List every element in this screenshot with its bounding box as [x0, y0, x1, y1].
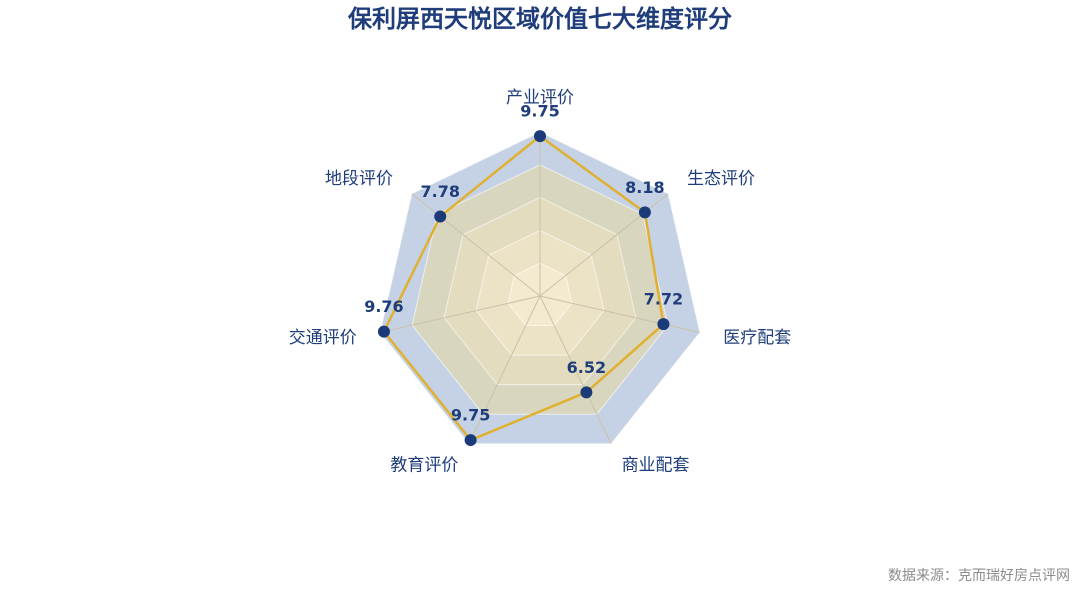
- axis-line: [468, 295, 541, 444]
- data-point: [464, 434, 477, 447]
- axis-label: 商业配套: [622, 455, 690, 475]
- axis-label: 教育评价: [390, 455, 458, 475]
- value-label: 7.72: [644, 290, 683, 309]
- axis-label: 生态评价: [687, 169, 755, 189]
- axis-line: [539, 295, 612, 444]
- value-label: 9.75: [520, 102, 559, 121]
- data-point: [580, 386, 593, 399]
- source-note: 数据来源：克而瑞好房点评网: [888, 568, 1070, 584]
- data-point: [434, 210, 447, 223]
- value-label: 7.78: [421, 182, 460, 201]
- value-label: 9.76: [364, 297, 403, 316]
- axis-line: [539, 295, 700, 333]
- axis-label: 地段评价: [325, 169, 393, 189]
- axis-label: 产业评价: [506, 88, 574, 108]
- chart-title: 保利屏西天悦区域价值七大维度评分: [347, 5, 732, 33]
- axis-line: [411, 193, 541, 297]
- axis-label: 交通评价: [289, 328, 357, 348]
- axis-label: 医疗配套: [723, 328, 791, 348]
- series-line: [382, 134, 665, 442]
- value-label: 6.52: [567, 358, 606, 377]
- value-label: 9.75: [451, 406, 490, 425]
- data-point: [377, 325, 390, 338]
- data-point: [638, 206, 651, 219]
- data-point: [534, 130, 546, 143]
- value-label: 8.18: [625, 178, 664, 197]
- axis-line: [380, 295, 541, 333]
- data-point: [657, 318, 670, 331]
